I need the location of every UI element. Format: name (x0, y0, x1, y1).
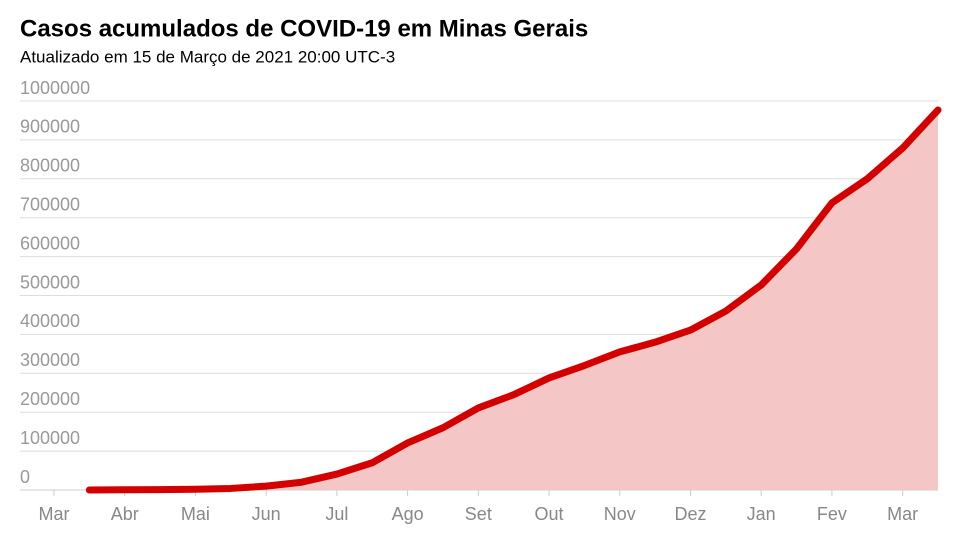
y-tick-label: 800000 (20, 156, 80, 176)
x-tick-label: Out (535, 504, 564, 524)
x-tick-label: Abr (111, 504, 139, 524)
x-tick-label: Jun (252, 504, 281, 524)
area (89, 109, 939, 491)
y-tick-label: 100000 (20, 428, 80, 448)
y-tick-label: 400000 (20, 311, 80, 331)
x-tick-label: Fev (817, 504, 847, 524)
y-tick-label: 200000 (20, 389, 80, 409)
y-tick-label: 500000 (20, 272, 80, 292)
chart-subtitle: Atualizado em 15 de Março de 2021 20:00 … (20, 47, 395, 66)
y-tick-label: 700000 (20, 194, 80, 214)
x-tick-label: Nov (604, 504, 636, 524)
y-tick-label: 900000 (20, 117, 80, 137)
y-tick-label: 600000 (20, 233, 80, 253)
x-tick-label: Mar (887, 504, 918, 524)
line (85, 106, 942, 494)
x-tick-label: Mai (181, 504, 210, 524)
y-tick-label: 1000000 (20, 78, 90, 98)
x-tick-label: Jan (747, 504, 776, 524)
x-tick-label: Ago (392, 504, 424, 524)
x-tick-label: Set (465, 504, 492, 524)
chart-title: Casos acumulados de COVID-19 em Minas Ge… (20, 15, 588, 42)
x-tick-label: Mar (39, 504, 70, 524)
y-tick-label: 0 (20, 467, 30, 487)
x-tick-label: Jul (325, 504, 348, 524)
x-tick-label: Dez (674, 504, 706, 524)
y-tick-label: 300000 (20, 350, 80, 370)
